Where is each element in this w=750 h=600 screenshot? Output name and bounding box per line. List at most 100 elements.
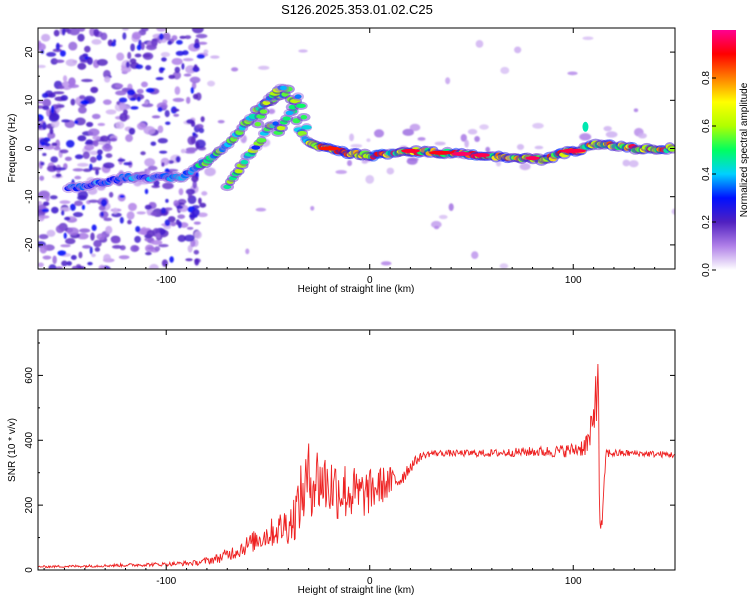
spectrogram-speckle (105, 109, 117, 115)
spectrogram-noise-blob (192, 132, 196, 136)
spectrogram-noise-blob (145, 88, 155, 93)
spectrogram-noise-blob (127, 89, 136, 96)
spectrogram-speckle (89, 156, 97, 163)
spectrogram-speckle (103, 253, 111, 263)
spectrogram-speckle (130, 43, 135, 52)
colorbar: 0.0 0.2 0.4 0.6 0.8 Normalized spectral ampl… (701, 30, 750, 277)
spectrogram-speckle (189, 76, 201, 84)
spectrogram-speckle (201, 191, 208, 196)
spectrogram-noise-blob (122, 109, 128, 116)
spectrogram-speckle (534, 145, 544, 150)
spectrogram-noise-blob (57, 250, 67, 256)
spectrogram-speckle (267, 108, 276, 115)
spectrogram-speckle (65, 238, 76, 245)
spectrogram-noise-blob (190, 136, 196, 145)
spectrogram-speckle (103, 69, 111, 79)
spectrogram-speckle (52, 91, 65, 95)
spectrogram-speckle (500, 66, 510, 74)
spectrogram-speckle (90, 166, 102, 171)
spectrogram-speckle (160, 51, 171, 58)
colorbar-gradient (712, 30, 736, 270)
spectrogram-speckle (118, 255, 130, 260)
spectrogram-speckle (434, 141, 446, 146)
snr-xtick-label: -100 (156, 576, 176, 587)
spectrogram-speckle (143, 126, 156, 135)
spectrogram-speckle (406, 157, 418, 165)
spectrogram-xtick-label: 0 (367, 275, 373, 286)
spectrogram-noise-blob (100, 198, 108, 207)
spectrogram-speckle (171, 57, 183, 65)
spectrogram-ytick-label: -10 (24, 189, 35, 204)
spectrogram-speckle (115, 121, 125, 129)
spectrogram-speckle (373, 129, 385, 138)
spectrogram-speckle (92, 140, 99, 147)
spectrogram-speckle (99, 210, 109, 219)
snr-frame (37, 329, 676, 571)
spectrogram-noise-blob (160, 207, 167, 214)
spectrogram-speckle (183, 73, 192, 77)
spectrogram-speckle (87, 128, 100, 137)
spectrogram-speckle (136, 122, 147, 131)
spectrogram-noise-blob (69, 203, 76, 211)
spectrogram-noise-blob (85, 139, 94, 145)
spectrogram-noise-blob (81, 204, 86, 210)
snr-ytick-label: 400 (24, 431, 35, 448)
spectrogram-speckle (193, 249, 200, 255)
spectrogram-noise-blob (200, 116, 205, 123)
spectrogram-speckle (144, 100, 149, 105)
spectrogram-speckle (567, 71, 578, 76)
ridge-cell (300, 114, 308, 120)
spectrogram-speckle (97, 122, 106, 127)
spectrogram-speckle (172, 97, 185, 103)
spectrogram-speckle (74, 175, 82, 180)
spectrogram-speckle (140, 28, 149, 32)
spectrogram-noise-blob (144, 188, 149, 195)
spectrogram-speckle (38, 100, 45, 104)
ridge-hotspot (318, 146, 340, 151)
spectrogram-speckle (448, 203, 454, 211)
spectrogram-speckle (84, 144, 95, 151)
spectrogram-speckle (42, 98, 52, 108)
spectrogram-noise-blob (86, 121, 94, 127)
spectrogram-noise-blob (42, 105, 50, 111)
spectrogram-speckle (203, 49, 209, 54)
spectrogram-speckle (54, 59, 65, 63)
spectrogram-speckle (158, 244, 169, 248)
spectrogram-speckle (38, 42, 46, 52)
spectrogram-noise-blob (127, 219, 132, 225)
spectrogram-speckle (39, 175, 45, 181)
spectrogram-noise-blob (136, 96, 141, 102)
spectrogram-speckle (366, 138, 371, 142)
spectrogram-speckle (78, 106, 87, 114)
spectrogram-noise-blob (61, 119, 71, 123)
spectrogram-noise-blob (193, 42, 200, 49)
spectrogram-noise-blob (129, 97, 137, 101)
spectrogram-speckle (197, 41, 208, 45)
spectrogram-noise-blob (74, 120, 79, 124)
spectrogram-speckle (50, 156, 59, 163)
ridge-cell (240, 159, 249, 165)
spectrogram-speckle (118, 102, 127, 111)
spectrogram-speckle (185, 188, 196, 195)
spectrogram-speckle (154, 246, 161, 252)
spectrogram-speckle (60, 244, 71, 248)
spectrogram-speckle (177, 234, 186, 242)
spectrogram-noise-blob (172, 108, 180, 112)
spectrogram-noise-blob (165, 121, 171, 125)
spectrogram-noise-blob (135, 225, 141, 233)
spectrogram-ytick-label: 0 (24, 145, 35, 151)
spectrogram-noise-blob (42, 122, 47, 130)
spectrogram-speckle (68, 41, 78, 51)
spectrogram-noise-blob (161, 57, 167, 62)
spectrogram-speckle (671, 208, 675, 215)
spectrogram-speckle (105, 225, 113, 235)
spectrogram-speckle (79, 228, 91, 233)
ridge-cell (276, 125, 286, 131)
spectrogram-speckle (603, 125, 612, 132)
spectrogram-noise-blob (38, 116, 41, 122)
spectrogram-noise-blob (96, 149, 103, 155)
colorbar-tick-label: 0.0 (701, 263, 712, 277)
spectrogram-speckle (84, 45, 91, 53)
spectrogram-noise-blob (95, 169, 99, 176)
spectrogram-noise-blob (110, 42, 116, 47)
